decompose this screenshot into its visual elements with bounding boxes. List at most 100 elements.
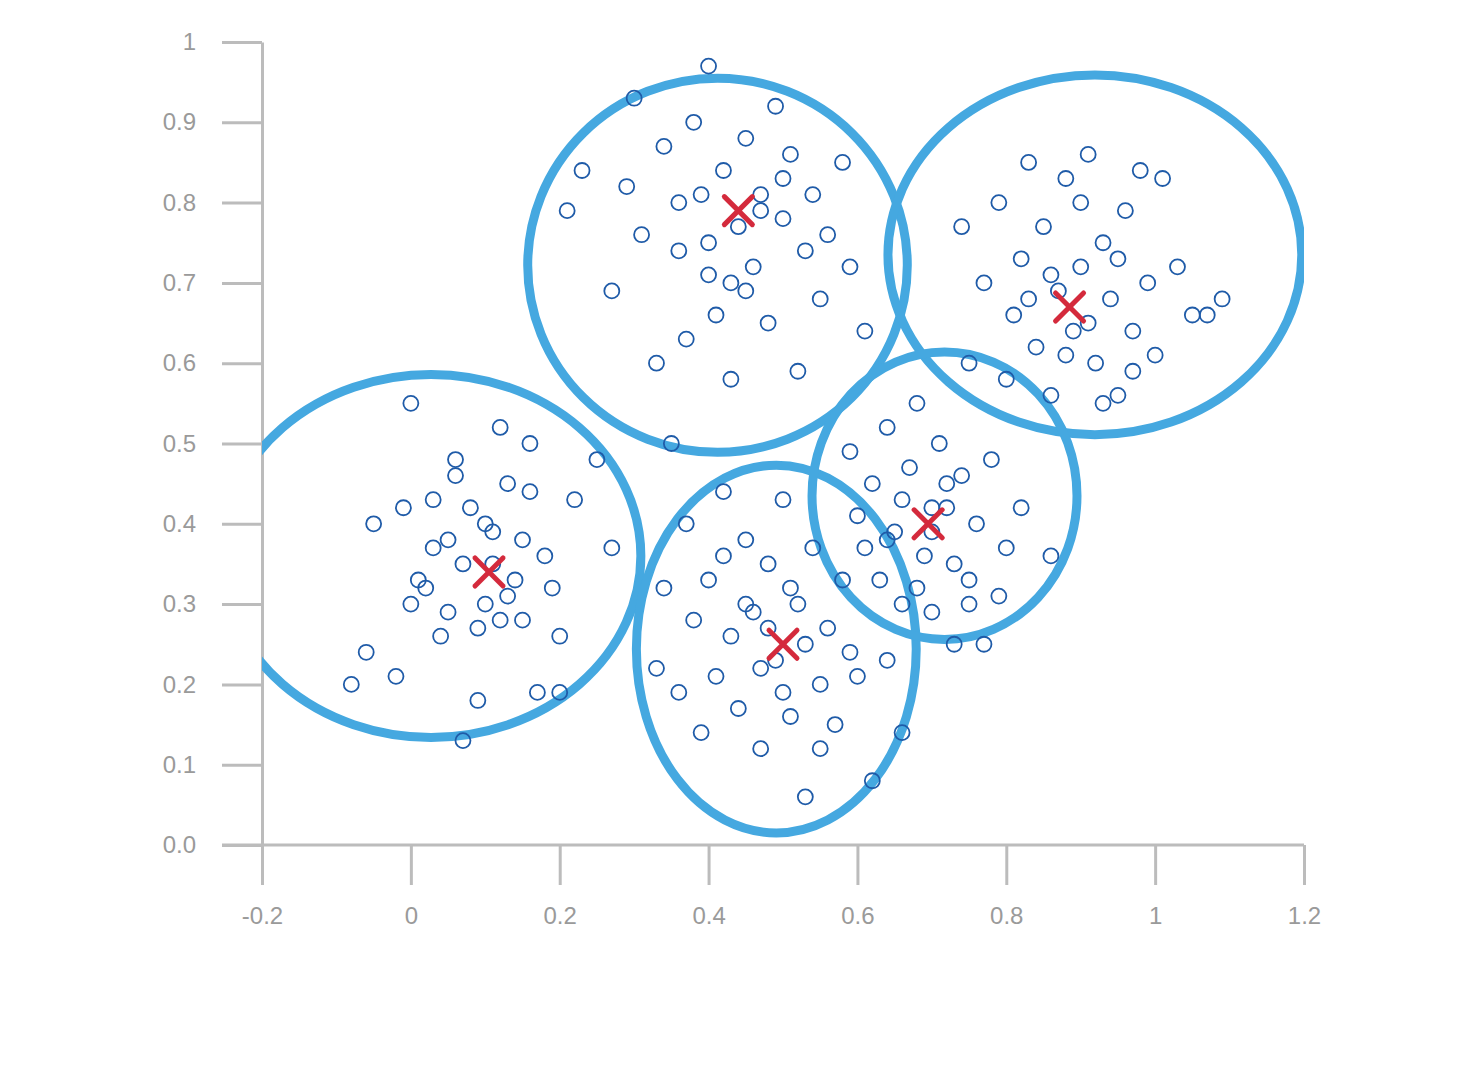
point: [493, 613, 508, 628]
point: [984, 452, 999, 467]
tick-label: -0.2: [242, 902, 283, 929]
point: [753, 661, 768, 676]
point: [441, 605, 456, 620]
point: [1043, 388, 1058, 403]
tick-label: 0.6: [163, 349, 196, 376]
tick-mark: [261, 845, 264, 885]
point: [634, 227, 649, 242]
point: [820, 621, 835, 636]
point: [1021, 291, 1036, 306]
point: [448, 468, 463, 483]
point: [1096, 396, 1111, 411]
point: [761, 556, 776, 571]
tick-label: 1: [1149, 902, 1162, 929]
centroid-stroke: [1056, 293, 1084, 321]
point: [857, 540, 872, 555]
point: [560, 203, 575, 218]
point: [470, 621, 485, 636]
centroid-stroke: [724, 197, 752, 225]
tick-label: 0.9: [163, 108, 196, 135]
point: [723, 629, 738, 644]
tick: 0.1: [163, 751, 262, 778]
tick: 1.2: [1288, 845, 1321, 929]
cluster-boundary: [636, 465, 916, 833]
point: [954, 468, 969, 483]
point: [455, 556, 470, 571]
point: [671, 243, 686, 258]
point: [1073, 259, 1088, 274]
tick-label: 0.4: [163, 510, 196, 537]
point: [470, 693, 485, 708]
point: [649, 356, 664, 371]
point: [366, 516, 381, 531]
point: [1058, 348, 1073, 363]
point: [917, 548, 932, 563]
point: [649, 661, 664, 676]
point: [738, 283, 753, 298]
tick-label: 0.5: [163, 430, 196, 457]
point: [575, 163, 590, 178]
point: [865, 773, 880, 788]
point: [359, 645, 374, 660]
point: [679, 516, 694, 531]
point: [768, 99, 783, 114]
point: [567, 492, 582, 507]
series-4: [842, 396, 1058, 652]
tick-label: 1: [183, 28, 196, 55]
tick: 0.8: [163, 189, 262, 216]
point: [783, 147, 798, 162]
point: [545, 581, 560, 596]
tick: 0.9: [163, 108, 262, 135]
point: [753, 203, 768, 218]
tick-mark: [222, 362, 262, 365]
point: [1215, 291, 1230, 306]
point: [991, 195, 1006, 210]
centroid: [1056, 293, 1084, 321]
centroid-stroke: [1056, 293, 1084, 321]
tick-label: 0.0: [163, 831, 196, 858]
tick-label: 0.6: [841, 902, 874, 929]
x-axis: -0.200.20.40.60.811.2: [222, 845, 1321, 929]
point: [776, 171, 791, 186]
tick-label: 0.7: [163, 269, 196, 296]
point: [552, 629, 567, 644]
point: [344, 677, 359, 692]
point: [947, 637, 962, 652]
point: [805, 187, 820, 202]
tick-mark: [222, 764, 262, 767]
point: [798, 789, 813, 804]
point: [738, 131, 753, 146]
point: [790, 364, 805, 379]
point: [589, 452, 604, 467]
centroid-stroke: [769, 630, 797, 658]
point: [552, 685, 567, 700]
point: [813, 677, 828, 692]
point: [604, 540, 619, 555]
point: [1140, 275, 1155, 290]
point: [1006, 308, 1021, 323]
point: [783, 581, 798, 596]
tick-label: 0.2: [544, 902, 577, 929]
point: [701, 267, 716, 282]
point: [753, 187, 768, 202]
point: [828, 717, 843, 732]
point: [388, 669, 403, 684]
tick-mark: [222, 121, 262, 124]
point: [1043, 267, 1058, 282]
point: [1125, 324, 1140, 339]
point: [723, 275, 738, 290]
tick: 0: [405, 845, 418, 929]
point: [999, 540, 1014, 555]
point: [627, 91, 642, 106]
point: [493, 420, 508, 435]
point: [1081, 147, 1096, 162]
point: [1058, 171, 1073, 186]
tick-mark: [222, 443, 262, 446]
point: [671, 195, 686, 210]
tick: 0.7: [163, 269, 262, 296]
point: [411, 573, 426, 588]
centroid: [914, 510, 942, 538]
point: [798, 243, 813, 258]
centroid: [475, 558, 503, 586]
tick-label: 0.1: [163, 751, 196, 778]
